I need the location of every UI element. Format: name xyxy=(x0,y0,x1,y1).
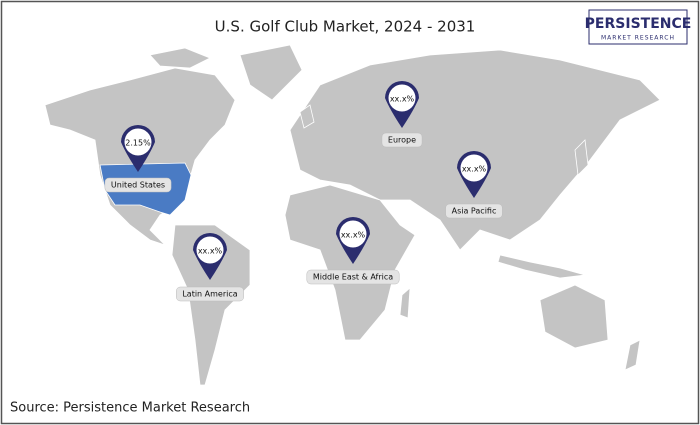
new-zealand xyxy=(624,339,641,371)
region-label: Latin America xyxy=(182,290,237,299)
eurasia xyxy=(289,49,661,251)
source: Source: Persistence Market Research xyxy=(10,401,250,416)
pin-inner xyxy=(388,84,416,112)
region-label: Asia Pacific xyxy=(452,207,497,216)
title: U.S. Golf Club Market, 2024 - 2031 xyxy=(215,18,476,36)
madagascar xyxy=(399,287,411,319)
marker: xx.x% Europe xyxy=(381,81,423,148)
marker: xx.x% Asia Pacific xyxy=(445,151,503,219)
logo: PERSISTENCE MARKET RESEARCH xyxy=(585,9,692,45)
uk xyxy=(299,104,315,129)
logo-box xyxy=(588,9,688,45)
markers: 2.15% United States xx.x% Europe xx.x% Asia P… xyxy=(104,81,503,302)
logo-tagline: MARKET RESEARCH xyxy=(601,35,675,42)
marker-value: xx.x% xyxy=(462,165,487,174)
japan xyxy=(574,139,589,176)
indonesia xyxy=(497,254,586,279)
label-bg xyxy=(381,132,423,148)
region-label: Middle East & Africa xyxy=(313,273,393,282)
logo-name: PERSISTENCE xyxy=(585,16,692,32)
marker: xx.x% Middle East & Africa xyxy=(306,217,400,285)
pin-inner xyxy=(124,128,152,156)
pin-inner xyxy=(460,154,488,182)
greenland xyxy=(239,44,303,101)
marker-value: 2.15% xyxy=(125,139,151,148)
region-label: United States xyxy=(111,181,165,190)
marker-value: xx.x% xyxy=(198,247,223,256)
marker: xx.x% Latin America xyxy=(176,233,244,302)
region-label: Europe xyxy=(388,136,416,145)
label-bg xyxy=(104,177,172,193)
pin-inner xyxy=(339,220,367,248)
africa xyxy=(284,184,416,341)
australia xyxy=(539,284,609,349)
label-bg xyxy=(445,203,503,219)
label-bg xyxy=(306,269,400,285)
marker-value: xx.x% xyxy=(390,95,415,104)
arctic-islands xyxy=(149,47,211,69)
marker-value: xx.x% xyxy=(341,231,366,240)
south-america xyxy=(171,224,251,386)
label-bg xyxy=(176,286,244,302)
marker: 2.15% United States xyxy=(104,125,172,193)
pin-inner xyxy=(196,236,224,264)
